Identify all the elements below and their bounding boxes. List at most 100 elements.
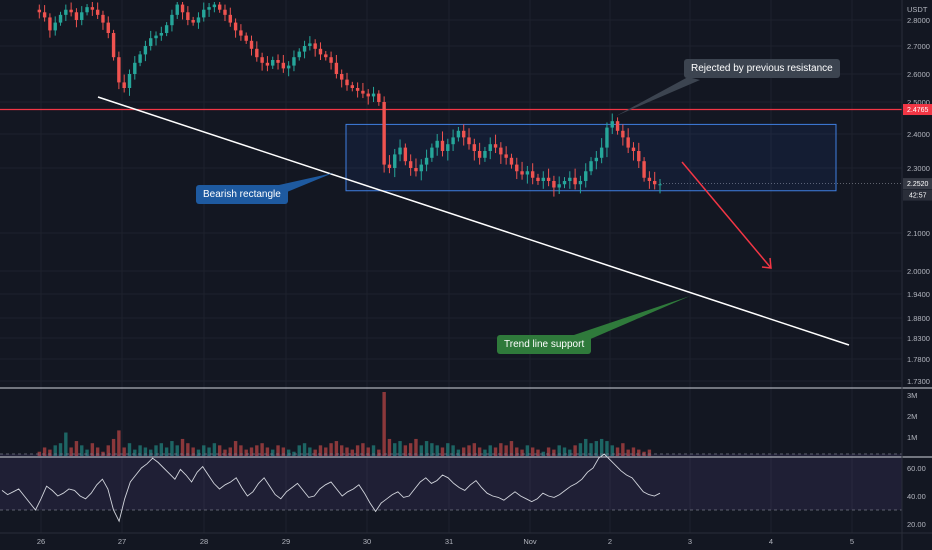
volume-bar bbox=[42, 447, 47, 456]
volume-bar bbox=[233, 441, 238, 456]
volume-bar bbox=[276, 445, 280, 456]
volume-bar bbox=[350, 449, 355, 456]
candle-body bbox=[424, 157, 429, 165]
candle-body bbox=[419, 164, 423, 172]
volume-bar bbox=[621, 443, 625, 456]
candle-body bbox=[80, 12, 84, 20]
volume-bar bbox=[122, 447, 126, 456]
candle-body bbox=[186, 12, 190, 20]
volume-bar bbox=[239, 445, 243, 456]
volume-bar bbox=[281, 447, 286, 456]
candle-body bbox=[212, 4, 217, 8]
volume-bar bbox=[424, 441, 429, 456]
trend-line[interactable] bbox=[97, 96, 850, 346]
candle-body bbox=[207, 7, 211, 10]
candle-body bbox=[69, 9, 73, 13]
candle-body bbox=[196, 17, 201, 23]
volume-bar bbox=[334, 441, 339, 456]
volume-bar bbox=[249, 447, 254, 456]
volume-bar bbox=[377, 449, 381, 456]
volume-bar bbox=[371, 445, 376, 456]
candle-body bbox=[589, 161, 593, 172]
forecast-arrow[interactable] bbox=[681, 161, 772, 269]
trend-support-note[interactable]: Trend line support bbox=[497, 335, 592, 354]
candle-body bbox=[223, 9, 227, 15]
volume-bar bbox=[95, 447, 100, 456]
volume-bar bbox=[286, 449, 291, 456]
volume-bar bbox=[573, 445, 577, 456]
candle-body bbox=[536, 177, 540, 181]
time-tick-label: 29 bbox=[282, 537, 290, 546]
volume-tick-label: 2M bbox=[907, 412, 917, 421]
volume-bar bbox=[329, 443, 333, 456]
price-axis[interactable]: 2.8000 2.7000 2.6000 2.5000 2.4000 2.3000 2.10… bbox=[907, 16, 930, 386]
candle-body bbox=[159, 33, 164, 36]
candle-body bbox=[610, 121, 614, 128]
candle-body bbox=[276, 60, 280, 63]
volume-bar bbox=[472, 443, 477, 456]
bearish-rectangle-note[interactable]: Bearish rectangle bbox=[196, 185, 288, 204]
time-tick-label: 4 bbox=[769, 537, 773, 546]
candle-body bbox=[477, 151, 482, 158]
volume-bar bbox=[562, 447, 567, 456]
candle-body bbox=[387, 164, 392, 168]
candle-body bbox=[249, 40, 254, 49]
volume-bar bbox=[525, 445, 530, 456]
rsi-tick-label: 40.00 bbox=[907, 492, 926, 501]
candle-body bbox=[642, 161, 646, 178]
candle-body bbox=[483, 151, 487, 158]
price-tick-label: 2.6000 bbox=[907, 70, 930, 79]
candle-body bbox=[255, 48, 259, 58]
volume-bar bbox=[159, 443, 164, 456]
volume-bar bbox=[133, 449, 137, 456]
candle-body bbox=[493, 144, 498, 148]
volume-bar bbox=[637, 449, 641, 456]
price-tick-label: 1.7300 bbox=[907, 377, 930, 386]
volume-bar bbox=[408, 443, 413, 456]
volume-bar bbox=[202, 445, 206, 456]
candle-body bbox=[562, 181, 567, 185]
candle-body bbox=[408, 161, 413, 168]
volume-bar bbox=[308, 447, 312, 456]
rejected-resistance-note[interactable]: Rejected by previous resistance bbox=[684, 59, 840, 78]
volume-bar bbox=[552, 449, 556, 456]
candle-body bbox=[647, 177, 652, 181]
candle-body bbox=[541, 177, 545, 181]
volume-bar bbox=[435, 445, 439, 456]
volume-bars bbox=[37, 392, 652, 456]
candle-body bbox=[48, 17, 52, 31]
time-tick-label: 31 bbox=[445, 537, 453, 546]
price-tick-label: 2.7000 bbox=[907, 42, 930, 51]
candle-body bbox=[53, 22, 57, 31]
time-tick-label: 26 bbox=[37, 537, 45, 546]
volume-bar bbox=[85, 449, 89, 456]
candle-body bbox=[228, 14, 232, 23]
volume-tick-label: 3M bbox=[907, 391, 917, 400]
time-tick-label: 5 bbox=[850, 537, 854, 546]
candles bbox=[37, 2, 662, 197]
volume-bar bbox=[615, 447, 620, 456]
candle-body bbox=[456, 130, 461, 138]
callout-pointer-rejected bbox=[616, 77, 700, 116]
candle-body bbox=[377, 93, 381, 102]
volume-bar bbox=[499, 443, 503, 456]
time-tick-label: Nov bbox=[523, 537, 537, 546]
candle-body bbox=[244, 35, 248, 41]
volume-bar bbox=[483, 449, 487, 456]
volume-bar bbox=[164, 447, 169, 456]
volume-bar bbox=[398, 441, 402, 456]
candle-body bbox=[366, 93, 370, 97]
time-axis[interactable]: 26 27 28 29 30 31 Nov 2 3 4 5 bbox=[37, 537, 854, 546]
volume-bar bbox=[74, 441, 79, 456]
volume-bar bbox=[488, 445, 492, 456]
volume-bar bbox=[536, 449, 540, 456]
last-price-tag bbox=[903, 178, 932, 190]
callout-pointer-trend bbox=[568, 296, 690, 347]
candle-body bbox=[361, 90, 365, 94]
resistance-price-label: 2.4765 bbox=[907, 107, 929, 114]
volume-bar bbox=[382, 392, 386, 456]
candle-body bbox=[525, 171, 530, 175]
candle-body bbox=[573, 177, 577, 185]
volume-tick-label: 1M bbox=[907, 433, 917, 442]
